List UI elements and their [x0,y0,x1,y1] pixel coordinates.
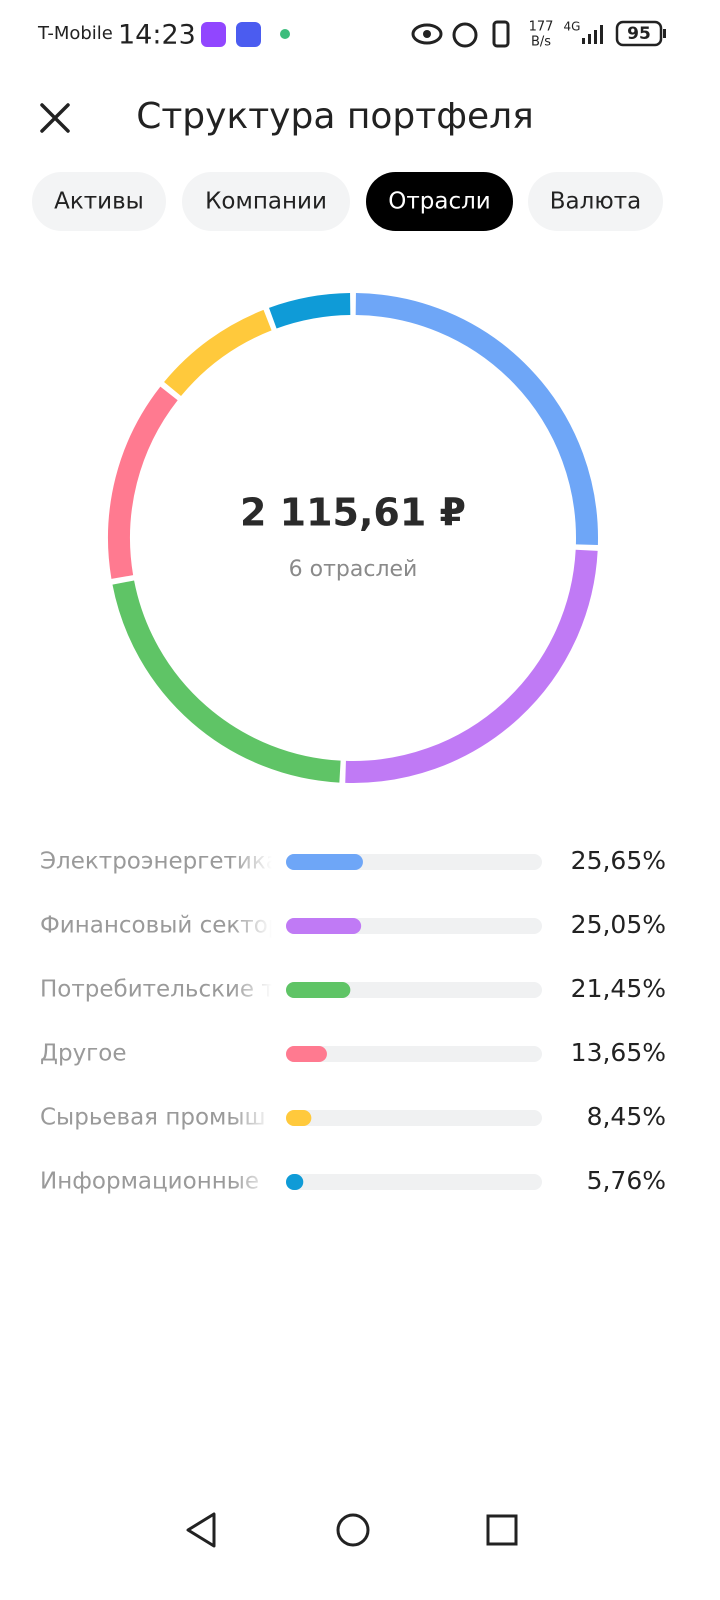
name-fade [232,974,272,1006]
name-fade [232,1166,272,1198]
tab-background [32,172,166,231]
name-fade [232,910,272,942]
nav-back[interactable] [186,1512,216,1548]
sector-percent: 25,65% [571,846,666,875]
tab[interactable]: Компании [182,172,350,231]
page-title: Структура портфеля [136,96,534,137]
net-unit: B/s [531,35,551,50]
tab-label: Активы [54,189,144,215]
bar [286,854,363,870]
bar-track [286,1174,542,1190]
bar [286,918,362,934]
donut-segment [112,580,341,783]
sector-percent: 25,05% [571,910,666,939]
tab[interactable]: Отрасли [366,172,513,231]
tab-background [366,172,513,231]
battery-level: 95 [627,24,651,44]
donut-segment [269,293,351,329]
tabs: Активы Компании Отрасли Валюта [32,172,663,231]
sector-percent: 8,45% [587,1102,666,1131]
tab-label: Валюта [550,189,641,215]
donut-segment [345,549,598,783]
tab-label: Отрасли [388,189,491,215]
battery-icon [663,29,666,38]
sector-name: Сырьевая промыш [40,1105,266,1131]
tab-label: Компании [205,189,327,215]
vibrate-icon [492,20,510,48]
bar [286,1174,304,1190]
tab-background [182,172,350,231]
signal-icon [582,25,603,44]
close-button[interactable] [30,93,80,143]
bar-track [286,982,542,998]
alarm-icon [452,22,478,48]
status-bar: T-Mobile 14:23 177 B/s 4G 95 [37,20,666,51]
name-fade [232,1038,272,1070]
sector-percent: 21,45% [571,974,666,1003]
sector-percent: 13,65% [571,1038,666,1067]
battery-icon [615,20,663,47]
bar [286,982,351,998]
tab[interactable]: Активы [32,172,166,231]
name-fade [232,1102,272,1134]
app-icon [280,29,290,39]
tab[interactable]: Валюта [528,172,663,231]
sector-name: Информационные [40,1169,259,1195]
sector-count: 6 отраслей [289,557,418,582]
donut-chart [108,293,598,783]
bar [286,1046,327,1062]
clock: 14:23 [118,20,196,51]
total-value: 2 115,61 ₽ [240,491,466,535]
legend: Электроэнергетика 25,65%Финансовый сектор… [40,846,666,1198]
sector-name: Другое [40,1041,127,1067]
sector-percent: 5,76% [587,1166,666,1195]
app-icon [236,22,261,47]
nav-recents[interactable] [486,1514,518,1546]
bar-track [286,1046,542,1062]
app-icon [201,22,226,47]
bar-track [286,1110,542,1126]
nav-home[interactable] [336,1513,370,1547]
net-speed: 177 [529,20,554,35]
donut-segment [164,309,272,397]
bar [286,1110,312,1126]
tab-background [528,172,663,231]
eye-icon [411,23,443,45]
carrier: T-Mobile [37,23,113,44]
donut-segment [108,386,178,579]
name-fade [232,846,272,878]
eye-icon [423,30,431,38]
donut-segment [355,293,598,546]
network: 4G [564,20,581,34]
